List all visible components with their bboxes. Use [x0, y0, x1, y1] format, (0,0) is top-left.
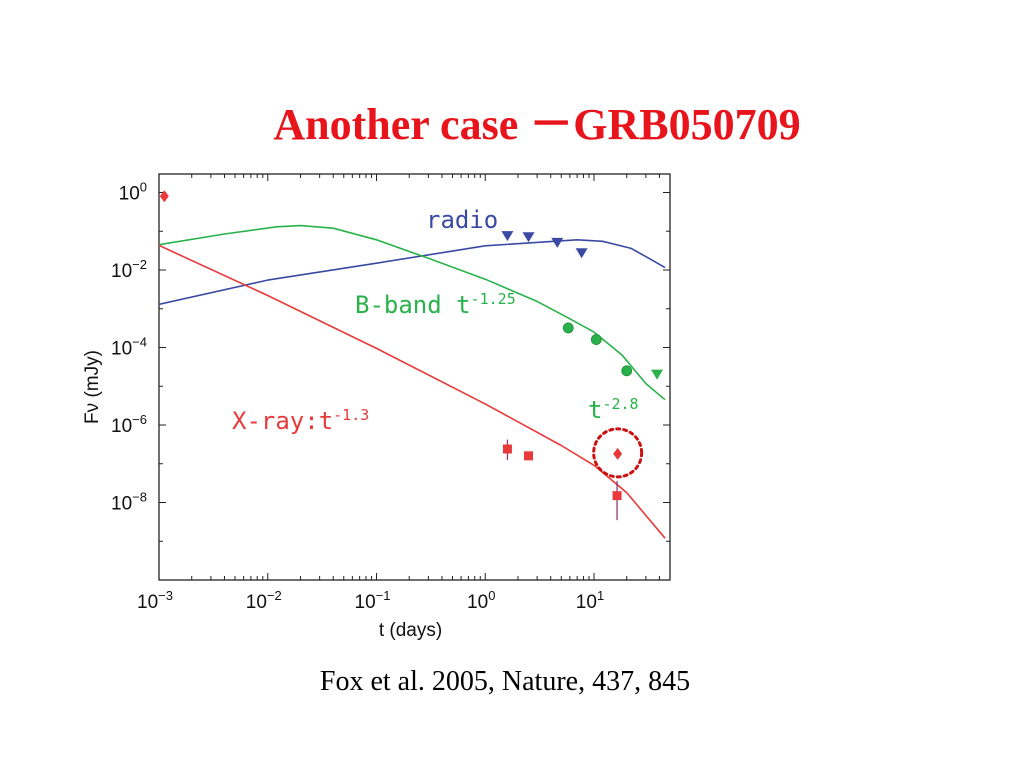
data-points	[159, 190, 664, 521]
radio-data-point	[551, 237, 564, 248]
radio-model-curve	[159, 239, 666, 306]
optical-data-point	[651, 369, 664, 380]
optical-data-point	[562, 322, 574, 334]
radio-data-point	[575, 248, 588, 259]
x-tick-label: 101	[576, 588, 604, 613]
optical-data-point	[621, 365, 633, 377]
annotation-radio: radio	[426, 206, 498, 234]
axes: t (days) Fν (mJy)	[82, 173, 671, 641]
xray-data-point	[159, 190, 169, 203]
y-tick-label: 100	[119, 179, 147, 204]
x-axis-label: t (days)	[379, 620, 442, 641]
radio-data-point	[522, 232, 535, 243]
y-tick-label: 10−2	[111, 257, 147, 282]
y-axis-label: Fν (mJy)	[82, 350, 103, 424]
x-tick-label: 10−2	[246, 588, 282, 613]
xray-data-point	[502, 444, 512, 454]
model-curves	[159, 224, 666, 539]
radio-data-point	[501, 231, 514, 242]
highlight-circle	[592, 427, 644, 479]
optical-model-curve	[159, 224, 666, 401]
plot-frame	[158, 173, 671, 581]
ticks: 10−3 10−2 10−1 100 101 100 10−2 10−4 10−6 10−8	[111, 174, 671, 613]
optical-data-point	[590, 334, 602, 345]
y-tick-label: 10−4	[111, 334, 147, 359]
annotation-xray: X-ray:t-1.3	[232, 406, 369, 435]
xray-data-point	[524, 451, 534, 461]
slide-title: Another case －GRB050709	[273, 100, 801, 149]
annotation-bband: B-band t-1.25	[355, 290, 516, 319]
y-tick-label: 10−6	[111, 412, 147, 437]
y-tick-label: 10−8	[111, 489, 147, 514]
x-tick-label: 10−3	[137, 588, 173, 613]
annotations: radio B-band t-1.25 t-2.8 X-ray:t-1.3	[232, 206, 644, 479]
x-tick-label: 10−1	[355, 588, 391, 613]
citation: Fox et al. 2005, Nature, 437, 845	[319, 666, 691, 697]
xray-data-point	[612, 491, 622, 501]
x-tick-label: 100	[467, 588, 495, 613]
annotation-late: t-2.8	[588, 395, 639, 424]
xray-model-curve	[159, 244, 666, 539]
xray-data-point	[613, 447, 623, 460]
